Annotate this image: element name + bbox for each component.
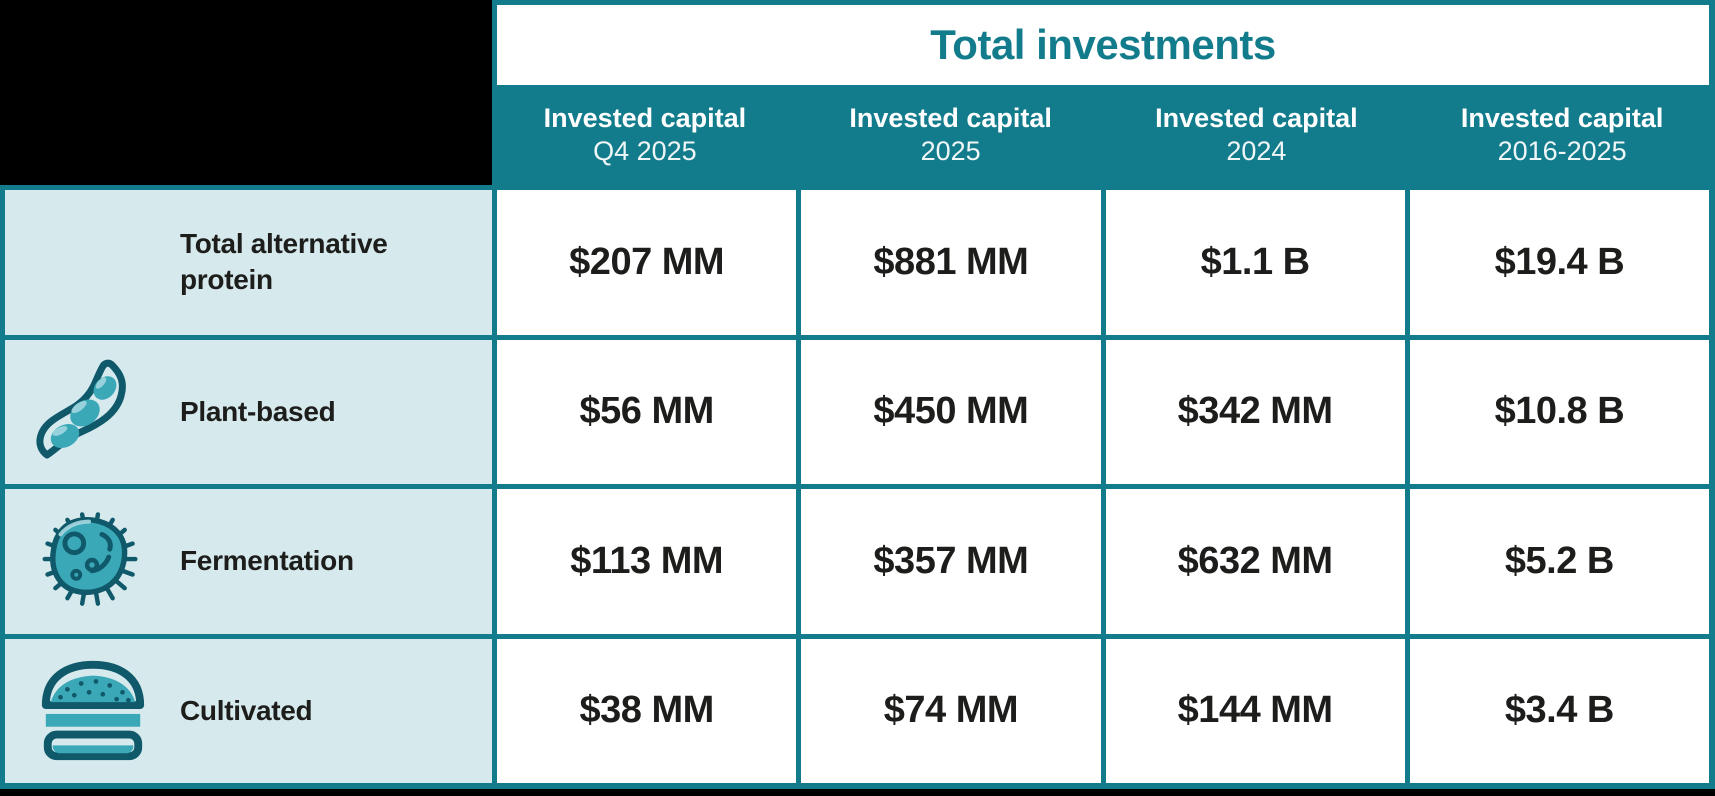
column-header-2025: Invested capital 2025 [798, 85, 1104, 185]
header-title-line: Invested capital [849, 103, 1052, 134]
column-header-2016-2025: Invested capital 2016-2025 [1409, 85, 1715, 185]
microbe-organelles [61, 531, 113, 581]
value-cell: $881 MM [801, 190, 1101, 335]
row-label: Total alternative protein [180, 227, 388, 296]
value-cell: $144 MM [1105, 638, 1405, 783]
soybean-icon [35, 359, 126, 459]
header-title-line: Invested capital [1155, 103, 1358, 134]
value-cell: $1.1 B [1105, 190, 1405, 335]
value-cell: $56 MM [497, 339, 797, 484]
burger-seeds [57, 678, 131, 703]
value-cell: $113 MM [497, 489, 797, 634]
header-period-line: 2025 [920, 136, 981, 166]
value-cell: $342 MM [1105, 339, 1405, 484]
title-band: Total investments [492, 0, 1715, 85]
row-label-cell-fermentation: Fermentation [5, 489, 492, 634]
value-cell: $38 MM [497, 638, 797, 783]
burger-icon [41, 660, 144, 760]
value-cell: $3.4 B [1409, 638, 1709, 783]
value-cell: $10.8 B [1409, 339, 1709, 484]
microbe-icon [42, 512, 138, 607]
header-title-line: Invested capital [1460, 103, 1664, 134]
table-grid: Total alternative protein $207 MM $881 M… [5, 190, 1709, 783]
header-period-line: 2016-2025 [1497, 136, 1627, 166]
icon-box [5, 652, 180, 770]
row-label-cell-plant-based: Plant-based [5, 339, 492, 484]
value-cell: $74 MM [801, 638, 1101, 783]
investment-table: Total alternative protein $207 MM $881 M… [0, 185, 1715, 789]
value-cell: $5.2 B [1409, 489, 1709, 634]
icon-box [5, 501, 180, 621]
header-title-line: Invested capital [543, 103, 747, 134]
table-title: Total investments [930, 21, 1276, 68]
header-period-line: Q4 2025 [593, 136, 697, 166]
value-cell: $207 MM [497, 190, 797, 335]
row-label: Plant-based [180, 395, 336, 427]
row-label-cell-cultivated: Cultivated [5, 638, 492, 783]
value-cell: $450 MM [801, 339, 1101, 484]
row-label: Cultivated [180, 694, 313, 726]
column-header-band: Invested capital Q4 2025 Invested capita… [492, 85, 1715, 185]
soybean-beans [50, 375, 116, 448]
icon-box [5, 352, 180, 472]
row-label-cell-total-alternative-protein: Total alternative protein [5, 190, 492, 335]
value-cell: $19.4 B [1409, 190, 1709, 335]
value-cell: $357 MM [801, 489, 1101, 634]
value-cell: $632 MM [1105, 489, 1405, 634]
column-header-2024: Invested capital 2024 [1104, 85, 1410, 185]
row-label: Fermentation [180, 545, 354, 577]
column-header-q4-2025: Invested capital Q4 2025 [492, 85, 798, 185]
header-period-line: 2024 [1226, 136, 1287, 166]
